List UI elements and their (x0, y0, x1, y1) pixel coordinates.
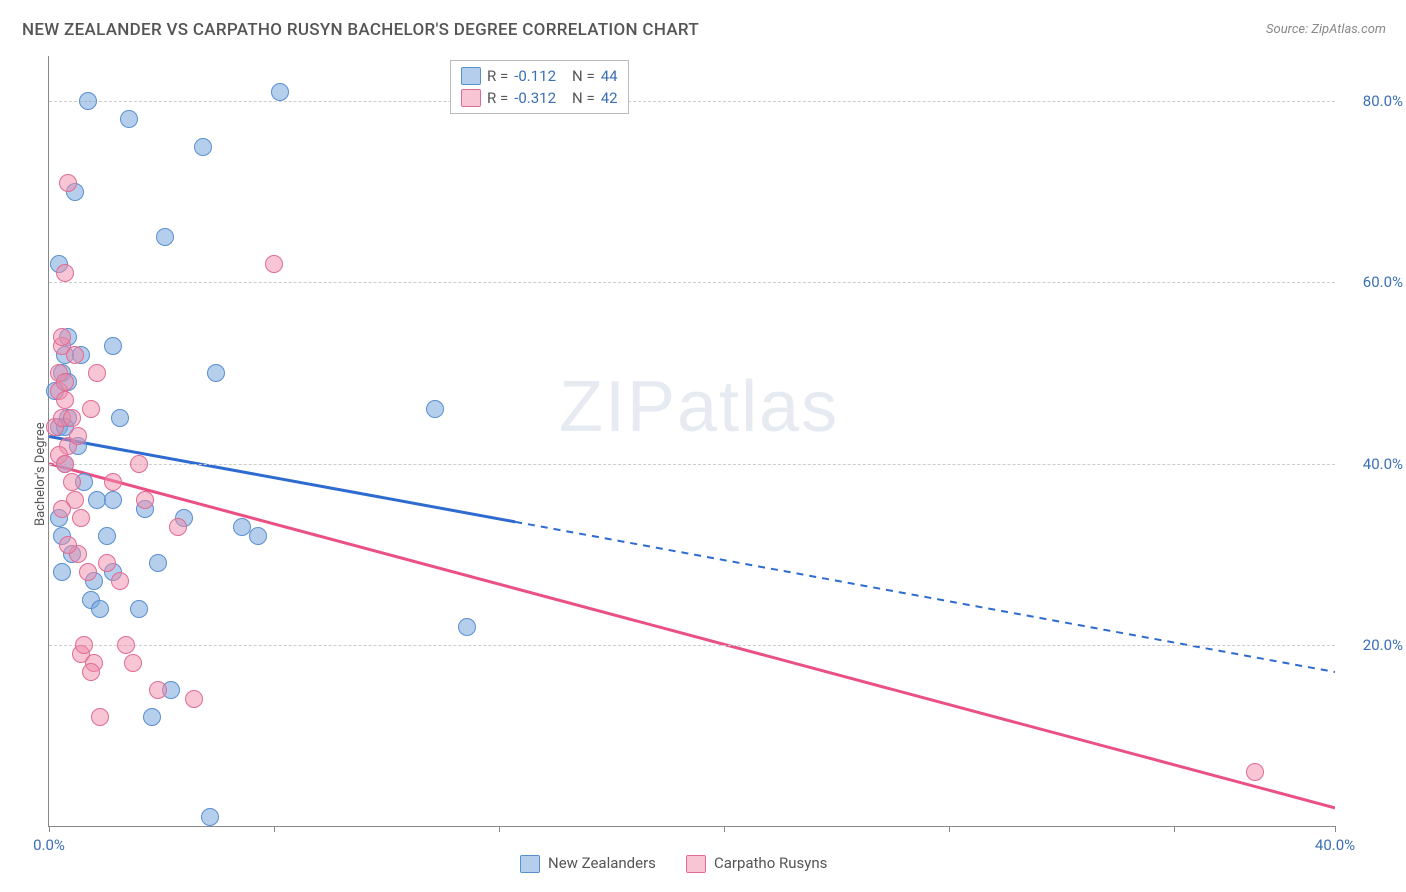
x-tick-mark (949, 826, 950, 832)
series-legend: New Zealanders Carpatho Rusyns (520, 854, 827, 873)
data-point (79, 92, 97, 110)
data-point (75, 636, 93, 654)
x-tick-mark (499, 826, 500, 832)
data-point (91, 600, 109, 618)
data-point (104, 491, 122, 509)
data-point (72, 509, 90, 527)
watermark: ZIPatlas (559, 366, 839, 448)
data-point (1246, 763, 1264, 781)
data-point (136, 491, 154, 509)
legend-row: R = -0.112N = 44 (461, 65, 618, 87)
data-point (88, 364, 106, 382)
x-tick-mark (274, 826, 275, 832)
data-point (249, 527, 267, 545)
data-point (124, 654, 142, 672)
data-point (271, 83, 289, 101)
data-point (91, 708, 109, 726)
data-point (111, 409, 129, 427)
trend-lines (49, 56, 1335, 826)
gridline (49, 101, 1335, 102)
data-point (194, 138, 212, 156)
data-point (56, 264, 74, 282)
y-axis-label: Bachelor's Degree (33, 422, 48, 526)
data-point (59, 536, 77, 554)
data-point (53, 563, 71, 581)
data-point (56, 373, 74, 391)
data-point (130, 600, 148, 618)
y-tick-label: 80.0% (1363, 92, 1403, 110)
x-tick-mark (1335, 826, 1336, 832)
x-tick-mark (1174, 826, 1175, 832)
x-tick-label: 0.0% (33, 836, 65, 854)
gridline (49, 282, 1335, 283)
data-point (120, 110, 138, 128)
data-point (82, 400, 100, 418)
data-point (66, 346, 84, 364)
data-point (82, 663, 100, 681)
y-tick-label: 60.0% (1363, 273, 1403, 291)
data-point (69, 427, 87, 445)
legend-row: R = -0.312N = 42 (461, 87, 618, 109)
data-point (111, 572, 129, 590)
plot-area: Bachelor's Degree ZIPatlas 20.0%40.0%60.… (48, 56, 1335, 827)
x-tick-mark (49, 826, 50, 832)
x-tick-label: 40.0% (1315, 836, 1355, 854)
data-point (53, 500, 71, 518)
data-point (104, 337, 122, 355)
data-point (265, 255, 283, 273)
legend-item: Carpatho Rusyns (686, 854, 827, 873)
data-point (156, 228, 174, 246)
data-point (458, 618, 476, 636)
data-point (169, 518, 187, 536)
data-point (59, 174, 77, 192)
data-point (56, 455, 74, 473)
data-point (98, 527, 116, 545)
data-point (63, 409, 81, 427)
data-point (207, 364, 225, 382)
legend-item: New Zealanders (520, 854, 656, 873)
data-point (98, 554, 116, 572)
source-label: Source: ZipAtlas.com (1266, 22, 1386, 37)
data-point (79, 563, 97, 581)
data-point (104, 473, 122, 491)
y-tick-label: 20.0% (1363, 636, 1403, 654)
data-point (426, 400, 444, 418)
correlation-legend: R = -0.112N = 44R = -0.312N = 42 (450, 60, 629, 114)
data-point (149, 681, 167, 699)
data-point (56, 391, 74, 409)
gridline (49, 645, 1335, 646)
data-point (117, 636, 135, 654)
chart-title: NEW ZEALANDER VS CARPATHO RUSYN BACHELOR… (22, 20, 699, 40)
data-point (201, 808, 219, 826)
y-tick-label: 40.0% (1363, 455, 1403, 473)
data-point (185, 690, 203, 708)
data-point (53, 328, 71, 346)
data-point (130, 455, 148, 473)
gridline (49, 464, 1335, 465)
x-tick-mark (724, 826, 725, 832)
data-point (149, 554, 167, 572)
data-point (63, 473, 81, 491)
data-point (143, 708, 161, 726)
